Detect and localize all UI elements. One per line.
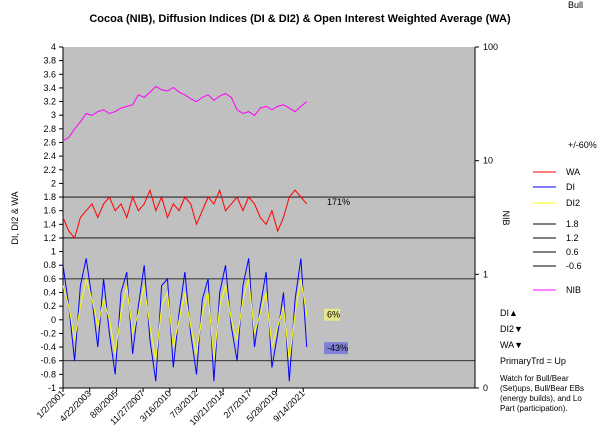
legend-label: WA	[566, 167, 580, 177]
y-tick-label: 4	[51, 42, 56, 52]
series-line	[62, 278, 308, 361]
y2-tick-label: 100	[483, 42, 498, 52]
status-text: PrimaryTrd = Up	[500, 356, 566, 366]
status-text: DI2▼	[500, 324, 523, 334]
note-text: Part (participation).	[500, 404, 568, 413]
corner-label: Bull	[568, 0, 583, 10]
y2-axis-label: NIB	[501, 210, 511, 225]
annotation-box	[324, 308, 340, 321]
legend-label: 0.6	[566, 247, 579, 257]
y2-tick-label: 0	[483, 383, 488, 393]
y-tick-label: 0.8	[43, 260, 56, 270]
y-tick-label: -0.2	[40, 328, 56, 338]
y-tick-label: -0.8	[40, 369, 56, 379]
series-line	[62, 85, 308, 142]
legend-label: -0.6	[566, 261, 582, 271]
y-tick-label: -0.6	[40, 356, 56, 366]
legend-label: 1.2	[566, 233, 579, 243]
y2-tick-label: 1	[483, 269, 488, 279]
y-tick-label: 0	[51, 315, 56, 325]
legend-label: 1.8	[566, 219, 579, 229]
annotation: -43%	[327, 343, 348, 353]
y-tick-label: 3.4	[43, 83, 56, 93]
y-tick-label: 2.2	[43, 165, 56, 175]
note-text: (Set)ups, Bull/Bear EBs	[500, 384, 584, 393]
y-tick-label: -0.4	[40, 342, 56, 352]
y-axis-label: DI, DI2 & WA	[10, 191, 20, 244]
y-tick-label: 0.2	[43, 301, 56, 311]
series-line	[62, 258, 308, 382]
y-tick-label: 2.8	[43, 124, 56, 134]
y-tick-label: 3.6	[43, 69, 56, 79]
legend-label: DI2	[566, 198, 580, 208]
y-tick-label: 3.2	[43, 97, 56, 107]
annotation-box	[324, 342, 348, 355]
y-tick-label: 0.6	[43, 274, 56, 284]
y-tick-label: 1	[51, 247, 56, 257]
status-text: DI▲	[500, 308, 518, 318]
series-line	[62, 188, 308, 240]
legend-label: NIB	[566, 285, 581, 295]
band-label: +/-60%	[568, 140, 597, 150]
status-text: WA▼	[500, 340, 523, 350]
y-tick-label: 3.8	[43, 56, 56, 66]
y-tick-label: 2.4	[43, 151, 56, 161]
y-tick-label: 1.2	[43, 233, 56, 243]
y-tick-label: -1	[48, 383, 56, 393]
y-tick-label: 3	[51, 110, 56, 120]
note-text: (energy builds), and Lo	[500, 394, 582, 403]
y-tick-label: 1.6	[43, 206, 56, 216]
y2-tick-label: 10	[483, 156, 493, 166]
y-tick-label: 0.4	[43, 288, 56, 298]
legend-label: DI	[566, 182, 575, 192]
note-text: Watch for Bull/Bear	[500, 374, 569, 383]
y-tick-label: 1.4	[43, 219, 56, 229]
annotation: 6%	[327, 310, 340, 320]
chart-title: Cocoa (NIB), Diffusion Indices (DI & DI2…	[89, 13, 511, 25]
y-tick-label: 1.8	[43, 192, 56, 202]
y-tick-label: 2.6	[43, 137, 56, 147]
y-tick-label: 2	[51, 178, 56, 188]
annotation: 171%	[327, 197, 350, 207]
